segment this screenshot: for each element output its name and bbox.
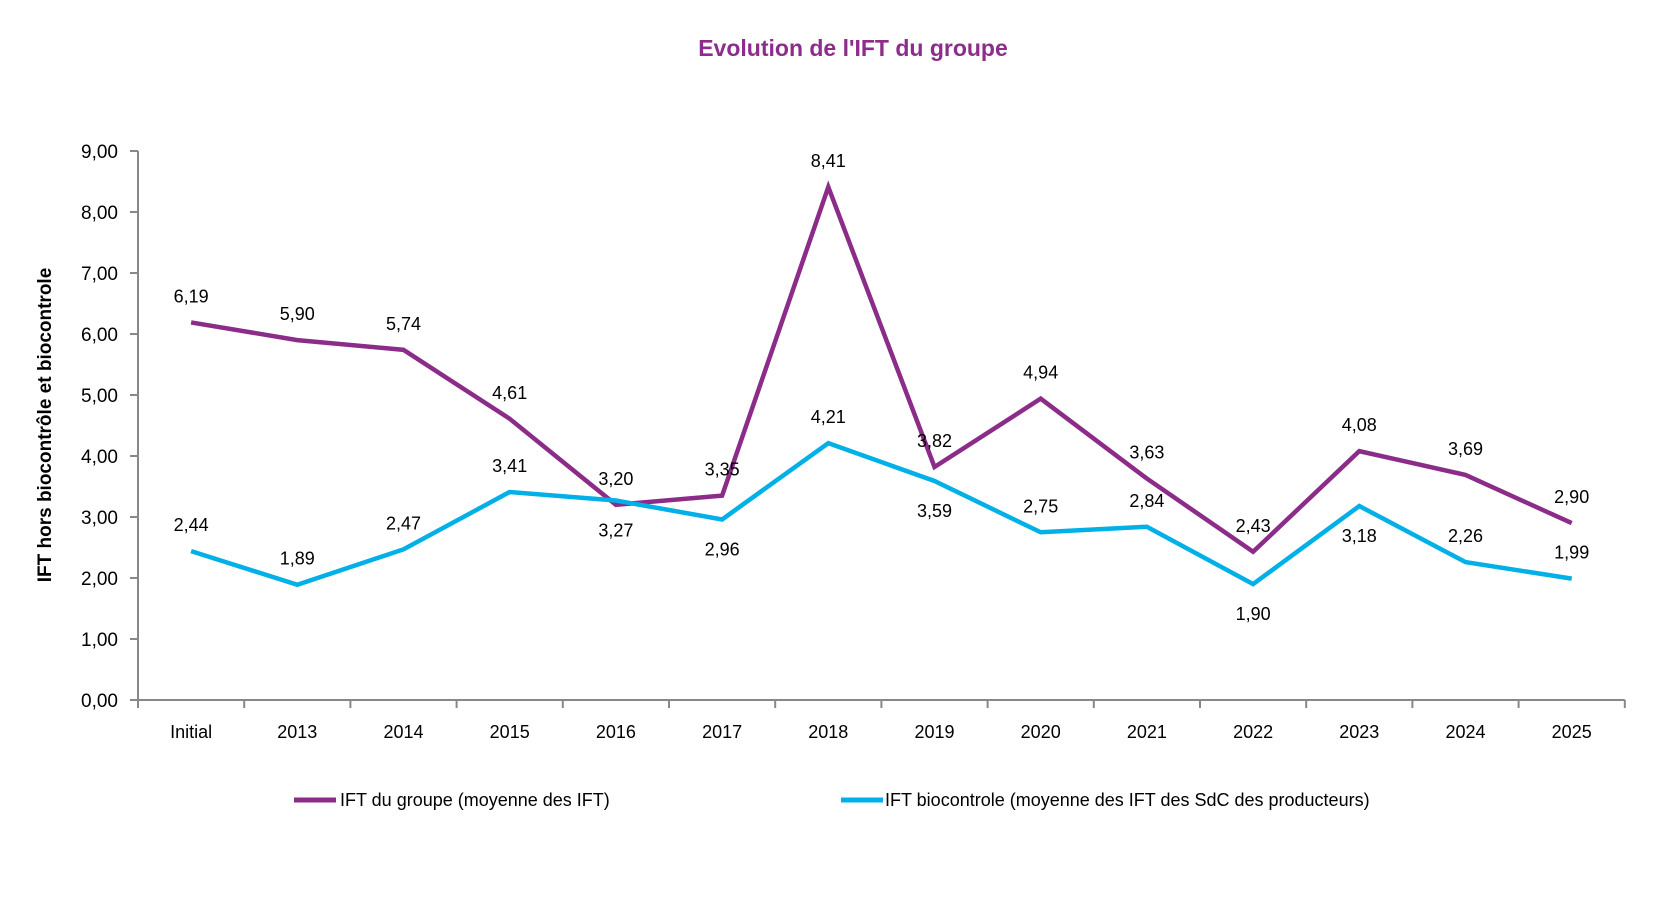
data-label: 3,82 [917,431,952,451]
x-tick-label: 2024 [1445,722,1485,742]
x-tick-label: 2022 [1233,722,1273,742]
data-label: 2,47 [386,513,421,533]
data-label: 2,43 [1236,516,1271,536]
data-label: 3,69 [1448,439,1483,459]
axes: 0,00 1,00 2,00 3,00 4,00 5,00 6,00 7,00 8,00 9,00… [81,142,1625,742]
data-label: 3,20 [598,469,633,489]
data-label: 1,89 [280,549,315,569]
legend: IFT du groupe (moyenne des IFT) IFT bioco… [294,790,1370,810]
data-label: 4,94 [1023,363,1058,383]
data-label: 2,84 [1129,491,1164,511]
data-label: 5,74 [386,314,421,334]
x-tick-label: 2023 [1339,722,1379,742]
x-tick-label: Initial [170,722,212,742]
y-axis-label: IFT hors biocontrôle et biocontrole [35,268,56,583]
data-label: 5,90 [280,304,315,324]
data-label: 4,08 [1342,415,1377,435]
x-tick-label: 2016 [596,722,636,742]
data-label: 3,63 [1129,443,1164,463]
x-tick-label: 2019 [914,722,954,742]
y-tick-label: 2,00 [81,569,118,590]
y-tick-label: 8,00 [81,203,118,224]
data-label: 3,35 [705,460,740,480]
x-tick-label: 2013 [277,722,317,742]
data-label: 2,75 [1023,496,1058,516]
x-tick-label: 2020 [1021,722,1061,742]
data-label: 3,41 [492,456,527,476]
legend-entry-0: IFT du groupe (moyenne des IFT) [340,790,610,810]
y-tick-label: 4,00 [81,447,118,468]
data-label: 3,18 [1342,526,1377,546]
data-label: 2,44 [174,515,209,535]
chart-title: Evolution de l'IFT du groupe [698,35,1008,61]
x-tick-label: 2021 [1127,722,1167,742]
y-tick-label: 5,00 [81,386,118,407]
data-label: 3,59 [917,501,952,521]
y-tick-label: 9,00 [81,142,118,163]
x-tick-label: 2015 [490,722,530,742]
data-label: 1,90 [1236,604,1271,624]
data-label: 8,41 [811,151,846,171]
y-tick-label: 7,00 [81,264,118,285]
legend-entry-1: IFT biocontrole (moyenne des IFT des SdC… [885,790,1370,810]
y-tick-label: 0,00 [81,691,118,712]
data-label: 4,21 [811,407,846,427]
data-label: 3,27 [598,521,633,541]
data-label: 2,26 [1448,526,1483,546]
x-tick-label: 2017 [702,722,742,742]
data-label: 2,96 [705,539,740,559]
x-tick-label: 2014 [383,722,423,742]
y-tick-label: 3,00 [81,508,118,529]
y-tick-label: 6,00 [81,325,118,346]
data-label: 2,90 [1554,487,1589,507]
data-label: 1,99 [1554,543,1589,563]
x-tick-label: 2018 [808,722,848,742]
data-label: 4,61 [492,383,527,403]
data-label: 6,19 [174,286,209,306]
y-tick-label: 1,00 [81,630,118,651]
series-line-0 [191,187,1572,552]
x-tick-label: 2025 [1552,722,1592,742]
